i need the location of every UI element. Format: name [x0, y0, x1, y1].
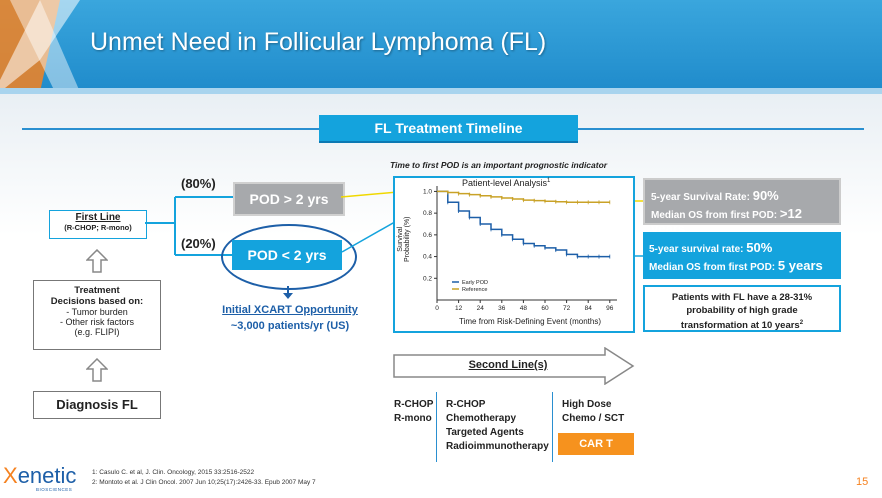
decisions-item-3: (e.g. FLIPI): [74, 327, 120, 337]
transform-line-1: Patients with FL have a 28-31%: [671, 292, 813, 303]
car-t-badge: CAR T: [558, 433, 634, 455]
transform-line-2: probability of high grade: [686, 305, 798, 316]
divider-2: [552, 392, 553, 462]
x-tick-label: 0: [435, 305, 439, 312]
chart-title: Patient-level Analysis1: [462, 178, 551, 188]
company-logo: Xenetic: [3, 463, 77, 488]
decisions-item-1: - Tumor burden: [66, 307, 128, 317]
chart-xlabel: Time from Risk-Defining Event (months): [459, 317, 601, 326]
second-line-col-2: R-CHOP Chemotherapy Targeted Agents Radioim…: [446, 399, 549, 452]
opportunity-sub: ~3,000 patients/yr (US): [230, 320, 350, 332]
logo-wordmark: enetic: [17, 463, 77, 488]
y-tick-label: 0.4: [423, 254, 432, 261]
opportunity-title: Initial XCART Opportunity: [222, 304, 358, 316]
series-line-early-pod: [437, 190, 610, 258]
pod-gt2-box: POD > 2 yrs: [233, 182, 345, 216]
page-title: Unmet Need in Follicular Lymphoma (FL): [90, 28, 547, 56]
reference-stats-panel: 5-year Survival Rate: 90% Median OS from…: [643, 178, 841, 236]
y-tick-label: 1.0: [423, 188, 432, 195]
second-line-arrow: [393, 347, 635, 385]
x-tick-label: 12: [455, 305, 463, 312]
slide-header: [0, 0, 882, 92]
second-line-col-3: High Dose Chemo / SCT: [562, 399, 625, 424]
early-pod-stats-panel: 5-year survival rate: 50% Median OS from…: [643, 232, 841, 279]
decisions-item-2: - Other risk factors: [59, 317, 134, 327]
legend-early-label: Early POD: [462, 280, 488, 286]
x-logo-graphic: [0, 0, 80, 92]
blue-line-1: 5-year survival rate: 50%: [649, 240, 773, 255]
first-line-title: First Line: [75, 212, 121, 223]
header-band: [0, 88, 882, 94]
x-tick-label: 72: [563, 305, 571, 312]
decisions-title-2: Decisions based on:: [50, 296, 144, 307]
gray-line-1: 5-year Survival Rate: 90%: [651, 188, 779, 203]
footnote-2: 2: Montoto et al. J Clin Oncol. 2007 Jun…: [92, 479, 316, 486]
first-line-box: First Line (R-CHOP; R-mono): [49, 210, 147, 239]
timeline-label: FL Treatment Timeline: [319, 115, 578, 143]
y-tick-label: 0.8: [423, 210, 432, 217]
x-tick-label: 84: [585, 305, 593, 312]
logo-sub: BIOSCIENCES: [36, 487, 73, 492]
x-tick-label: 36: [498, 305, 506, 312]
x-tick-label: 96: [606, 305, 614, 312]
transformation-panel: Patients with FL have a 28-31% probabili…: [643, 285, 841, 332]
legend-reference-label: Reference: [462, 287, 487, 293]
pct-low: (20%): [181, 236, 216, 251]
page-number: 15: [856, 476, 869, 488]
y-tick-label: 0.6: [423, 232, 432, 239]
diagnosis-box: Diagnosis FL: [33, 391, 161, 419]
footnote-1: 1: Casulo C. et al, J. Clin. Oncology, 2…: [92, 469, 255, 476]
second-line-col-1: R-CHOP R-mono: [394, 399, 434, 424]
x-tick-label: 60: [541, 305, 549, 312]
up-arrow-icon-2: [86, 358, 108, 382]
chart-caption: Time to first POD is an important progno…: [390, 160, 608, 170]
down-arrow-icon: [283, 286, 293, 299]
x-tick-label: 48: [520, 305, 528, 312]
pod-lt2-box: POD < 2 yrs: [232, 240, 342, 270]
first-line-sub: (R-CHOP; R-mono): [64, 223, 132, 232]
pct-high: (80%): [181, 176, 216, 191]
transform-line-3: transformation at 10 years2: [680, 320, 804, 332]
y-tick-label: 0.2: [423, 275, 432, 282]
second-line-label: Second Line(s): [468, 359, 548, 371]
blue-line-2: Median OS from first POD: 5 years: [649, 258, 823, 273]
decisions-box: Treatment Decisions based on: - Tumor bu…: [33, 280, 161, 350]
up-arrow-icon: [86, 249, 108, 273]
x-tick-label: 24: [477, 305, 485, 312]
decisions-title-1: Treatment: [74, 285, 120, 296]
divider-1: [436, 392, 437, 462]
